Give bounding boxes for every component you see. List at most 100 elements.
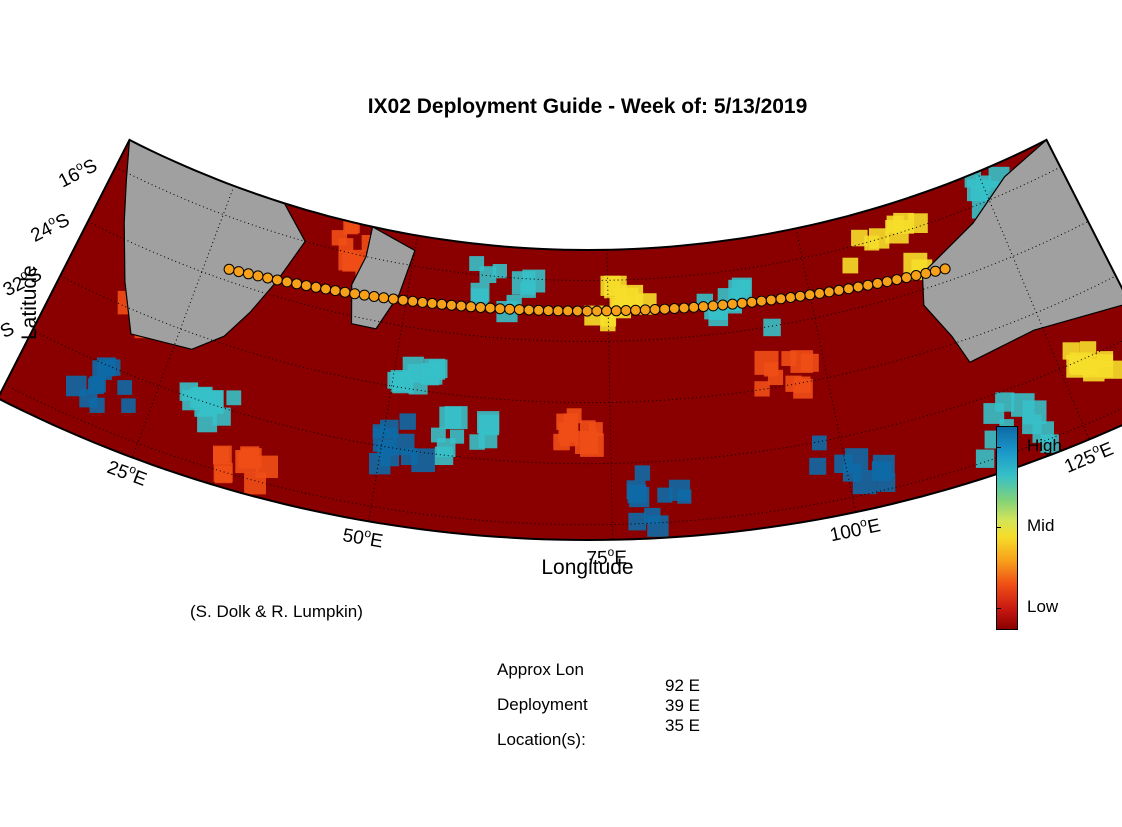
sea-field-cell (479, 266, 497, 283)
route-marker (610, 305, 622, 317)
route-marker (533, 304, 545, 316)
madagascar-landmass (350, 225, 416, 330)
africa-landmass (123, 139, 306, 350)
longitude-tick-label: 75oE (586, 545, 627, 570)
sea-field-cell (212, 407, 231, 426)
route-marker (252, 270, 264, 282)
sea-field-cell (393, 433, 415, 456)
deployment-value-2: 39 E (665, 696, 700, 715)
sea-field-cell (604, 275, 627, 299)
sea-field-cell (893, 212, 914, 234)
route-marker (291, 278, 303, 290)
sea-field-cell (851, 229, 868, 247)
route-marker (455, 300, 467, 312)
deployment-value-1: 92 E (665, 676, 700, 695)
route-marker (939, 263, 951, 275)
sea-field-cell (200, 390, 224, 414)
route-marker (513, 304, 525, 316)
sea-field-cell (1080, 341, 1097, 358)
meridian-line (131, 185, 235, 458)
route-marker (484, 302, 496, 314)
route-marker (581, 305, 593, 317)
route-marker (242, 268, 254, 280)
map-title: IX02 Deployment Guide - Week of: 5/13/20… (367, 95, 808, 118)
route-marker (504, 303, 516, 315)
route-marker (223, 263, 235, 275)
sea-field-cell (117, 380, 133, 395)
sea-field-cell (995, 392, 1015, 412)
route-marker (872, 277, 883, 289)
meridian-line (795, 228, 857, 513)
sea-field-cell (657, 487, 673, 503)
sea-field-cell (387, 371, 405, 389)
route-marker (910, 270, 922, 281)
sea-field-cell (372, 424, 387, 439)
x-axis-label: Longitude (541, 556, 634, 579)
sea-field-cell (793, 379, 813, 399)
deployment-label-line-1: Approx Lon (497, 660, 584, 679)
route-marker (707, 300, 719, 312)
route-marker (262, 272, 274, 284)
sea-field-cell (975, 449, 995, 468)
sea-field-cell (634, 465, 651, 481)
route-marker (417, 296, 428, 308)
sea-field-cell (588, 422, 603, 437)
meridian-line (606, 249, 613, 540)
route-marker (310, 281, 322, 293)
sea-field-cell (402, 356, 424, 378)
route-marker (329, 285, 341, 297)
route-marker (862, 279, 874, 291)
colorbar-label-low: Low (1027, 597, 1059, 616)
sea-field-cell (852, 470, 877, 495)
latitude-tick-label: 40oS (0, 316, 18, 356)
sea-field-cell (477, 411, 500, 434)
colorbar-label-high: High (1027, 436, 1062, 455)
route-marker (436, 298, 448, 310)
route-marker (881, 276, 893, 288)
route-marker (358, 289, 370, 301)
route-marker (281, 276, 293, 288)
route-marker (765, 294, 777, 306)
route-marker (833, 284, 845, 296)
sea-field-cell (869, 228, 890, 249)
route-marker (736, 297, 748, 309)
latitude-tick-label: 16oS (54, 153, 101, 193)
route-marker (688, 301, 700, 313)
route-marker (678, 302, 690, 314)
sea-field-cell (89, 397, 105, 413)
route-marker (233, 266, 245, 278)
route-marker (901, 272, 912, 284)
route-marker (620, 305, 632, 316)
route-marker (727, 298, 738, 310)
latitude-tick-label: 24oS (26, 207, 73, 247)
route-marker (562, 305, 574, 317)
sea-field-cell (66, 375, 87, 397)
sea-field-cell (244, 472, 266, 495)
sea-field-cell (809, 457, 827, 475)
credit-text: (S. Dolk & R. Lumpkin) (190, 602, 363, 621)
sea-field-cell (436, 438, 456, 457)
route-marker (649, 304, 661, 315)
route-marker (426, 297, 438, 309)
route-marker (300, 280, 312, 292)
sea-field-cell (369, 453, 391, 475)
route-marker (668, 303, 680, 314)
sea-field-cell (226, 390, 242, 406)
y-axis-label: Latitude (18, 265, 41, 340)
sea-field-cell (469, 434, 485, 450)
route-marker (378, 292, 390, 304)
sea-field-cell (553, 433, 570, 451)
colorbar-label-mid: Mid (1027, 516, 1055, 535)
route-marker (785, 292, 797, 303)
route-marker (320, 283, 332, 295)
sea-field-cell (575, 430, 599, 454)
sea-field-cell (338, 251, 357, 271)
sea-field-cell (763, 318, 781, 337)
sea-field-cell (92, 360, 112, 380)
sea-field-cell (1066, 354, 1090, 378)
route-marker (271, 274, 283, 286)
deployment-label-line-2: Deployment (497, 695, 588, 714)
sea-field-cell (737, 280, 752, 295)
route-marker (542, 305, 554, 317)
